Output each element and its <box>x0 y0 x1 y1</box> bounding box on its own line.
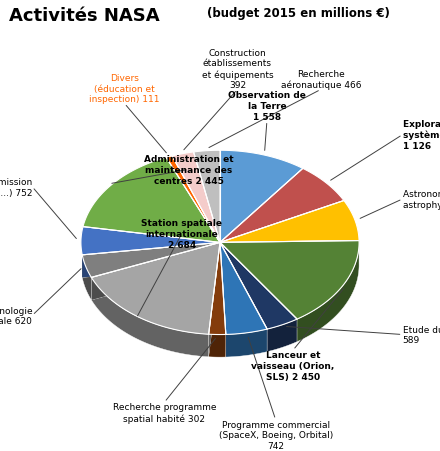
Polygon shape <box>220 201 359 243</box>
Text: Observation de
la Terre
1 558: Observation de la Terre 1 558 <box>228 91 306 121</box>
Text: Lanceur et
vaisseau (Orion,
SLS) 2 450: Lanceur et vaisseau (Orion, SLS) 2 450 <box>251 350 335 381</box>
Text: Station spatiale
internationale
2 684: Station spatiale internationale 2 684 <box>141 219 222 249</box>
Polygon shape <box>209 243 226 357</box>
Polygon shape <box>82 243 220 278</box>
Polygon shape <box>209 243 226 335</box>
Polygon shape <box>220 243 297 342</box>
Polygon shape <box>220 243 267 357</box>
Polygon shape <box>220 169 344 243</box>
Polygon shape <box>220 243 297 329</box>
Text: Administration et
maintenance des
centres 2 445: Administration et maintenance des centre… <box>144 155 234 185</box>
Text: Technologie
spatiale 620: Technologie spatiale 620 <box>0 306 32 326</box>
Text: Construction
établissements
et équipements
392: Construction établissements et équipemen… <box>202 48 273 90</box>
Polygon shape <box>220 243 267 335</box>
Polygon shape <box>220 243 297 342</box>
Polygon shape <box>220 243 226 357</box>
Text: Support mission
(télécommunications, ...) 752: Support mission (télécommunications, ...… <box>0 178 32 197</box>
Polygon shape <box>92 243 220 300</box>
Polygon shape <box>194 151 220 243</box>
Text: Programme commercial
(SpaceX, Boeing, Orbital)
742: Programme commercial (SpaceX, Boeing, Or… <box>219 420 333 450</box>
Text: Activités NASA: Activités NASA <box>9 7 159 25</box>
Polygon shape <box>83 158 220 243</box>
Polygon shape <box>82 243 220 300</box>
Polygon shape <box>166 156 220 243</box>
Text: Recherche
aéronautique 466: Recherche aéronautique 466 <box>281 70 361 90</box>
Polygon shape <box>209 243 220 357</box>
Text: Divers
(éducation et
inspection) 111: Divers (éducation et inspection) 111 <box>89 74 160 104</box>
Polygon shape <box>82 243 220 278</box>
Polygon shape <box>81 227 220 255</box>
Polygon shape <box>82 243 220 278</box>
Polygon shape <box>220 151 303 243</box>
Polygon shape <box>92 243 220 335</box>
Polygon shape <box>92 243 220 300</box>
Polygon shape <box>92 243 220 357</box>
Polygon shape <box>220 243 267 352</box>
Polygon shape <box>172 152 220 243</box>
Polygon shape <box>220 243 297 352</box>
Polygon shape <box>220 241 359 319</box>
Polygon shape <box>220 243 267 352</box>
Text: Recherche programme
spatial habité 302: Recherche programme spatial habité 302 <box>113 402 216 423</box>
Text: Exploration du
système solaire
1 126: Exploration du système solaire 1 126 <box>403 120 440 151</box>
Polygon shape <box>220 241 359 342</box>
Text: (budget 2015 en millions €): (budget 2015 en millions €) <box>207 7 390 20</box>
Polygon shape <box>220 243 226 357</box>
Text: Astronomie et
astrophysique  1 103: Astronomie et astrophysique 1 103 <box>403 189 440 209</box>
Polygon shape <box>209 243 220 357</box>
Text: Etude du Soleil
589: Etude du Soleil 589 <box>403 325 440 345</box>
